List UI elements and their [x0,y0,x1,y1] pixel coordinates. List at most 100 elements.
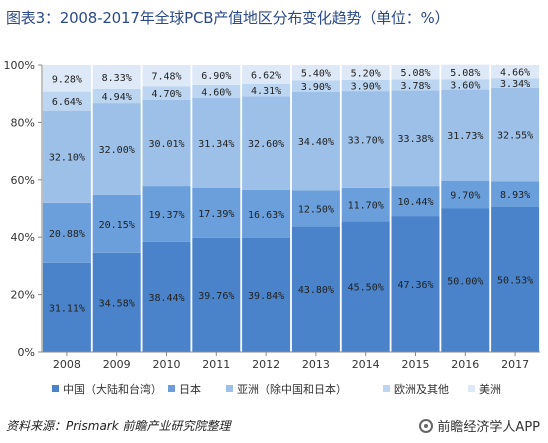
bar-segment [341,65,390,80]
data-label: 32.10% [49,153,85,164]
bar-segment [491,64,540,79]
bar-segment [142,186,191,242]
data-label: 11.70% [348,201,384,212]
bar-segment [42,262,91,352]
data-label: 3.60% [450,80,480,91]
data-label: 32.55% [497,131,533,142]
bar-segment [391,90,440,187]
brand-name: 前瞻经济学人APP [437,420,540,435]
data-label: 39.76% [198,291,234,302]
legend-label: 中国（大陆和台湾） [63,382,162,396]
data-label: 5.08% [450,68,480,79]
x-tick-label: 2013 [302,358,330,371]
bar-segment [291,91,340,191]
data-label: 30.01% [148,139,184,150]
data-label: 10.44% [397,197,433,208]
bar-segment [192,65,241,85]
data-label: 3.34% [500,79,530,90]
bar-segment [291,80,340,92]
bar-segment [142,241,191,352]
bar-segment [491,87,540,182]
x-tick-label: 2015 [402,358,430,371]
x-tick-label: 2009 [103,358,131,371]
data-label: 4.66% [500,68,530,79]
bar-segment [441,180,490,209]
data-label: 8.33% [102,73,132,84]
data-label: 43.80% [298,285,334,296]
legend-swatch [226,385,233,392]
data-label: 4.60% [201,87,231,98]
data-label: 34.58% [99,298,135,309]
bar-segment [242,96,291,190]
bar-segment [341,221,390,352]
y-tick-label: 20% [11,289,35,302]
data-label: 19.37% [148,210,184,221]
data-label: 20.15% [99,220,135,231]
data-label: 17.39% [198,209,234,220]
bar-segment [391,216,440,352]
bar-segment [92,65,141,89]
bar-segment [42,202,91,263]
data-label: 5.08% [400,68,430,79]
data-label: 32.00% [99,145,135,156]
legend-label: 欧洲及其他 [394,383,449,396]
bar-segment [92,88,141,104]
bar-segment [291,190,340,227]
legend-swatch [383,385,390,392]
bar-segment [242,189,291,238]
data-label: 45.50% [348,283,384,294]
data-label: 20.88% [49,229,85,240]
data-label: 4.70% [151,89,181,100]
y-tick-label: 60% [11,174,35,187]
y-tick-label: 0% [18,346,35,359]
y-tick-label: 100% [4,59,35,72]
bar-segment [192,187,241,238]
x-tick-label: 2017 [501,358,529,371]
data-label: 31.34% [198,139,234,150]
x-tick-label: 2012 [252,358,280,371]
y-tick-label: 40% [11,231,35,244]
data-label: 16.63% [248,210,284,221]
bar-segment [341,79,390,92]
legend-swatch [468,385,475,392]
x-tick-label: 2016 [451,358,479,371]
bar-segment [441,64,490,80]
bar-segment [441,89,490,181]
data-label: 33.38% [397,134,433,145]
x-tick-label: 2008 [53,358,81,371]
bar-segment [42,64,91,92]
bar-segment [142,65,191,87]
legend-label: 日本 [179,382,201,396]
data-label: 9.70% [450,191,480,202]
bar-segment [42,91,91,111]
data-label: 12.50% [298,204,334,215]
data-label: 34.40% [298,137,334,148]
data-label: 3.78% [400,81,430,92]
bar-segment [192,98,241,188]
y-tick-label: 80% [11,116,35,129]
legend-swatch [52,385,59,392]
bar-segment [42,110,91,203]
bar-segment [242,83,291,97]
bar-segment [291,65,340,81]
data-label: 32.60% [248,139,284,150]
x-tick-label: 2010 [153,358,181,371]
data-label: 6.62% [251,70,281,81]
x-tick-label: 2014 [352,358,380,371]
bar-segment [491,181,540,207]
data-label: 31.11% [49,303,85,314]
legend-label: 美洲 [479,383,501,396]
bar-segment [441,208,490,352]
data-label: 3.90% [351,82,381,93]
bar-segment [391,79,440,91]
bar-segment [341,187,390,222]
data-label: 50.00% [447,276,483,287]
bar-segment [142,99,191,187]
bar-segment [242,65,291,84]
data-label: 38.44% [148,293,184,304]
bar-segment [441,79,490,90]
data-label: 6.90% [201,71,231,82]
bar-segment [491,78,540,88]
brand-logo-icon [419,418,434,433]
